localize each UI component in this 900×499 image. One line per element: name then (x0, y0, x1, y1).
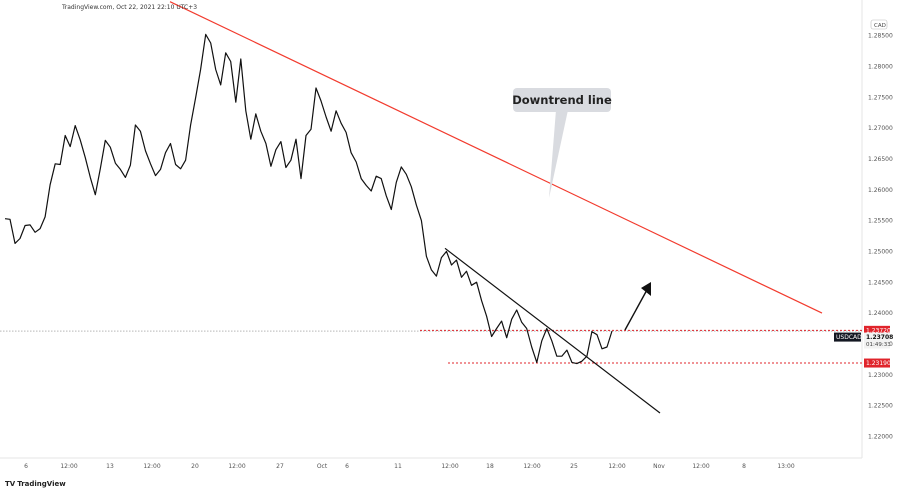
x-tick-label: 11 (394, 463, 402, 470)
y-tick-label: 1.26500 (868, 156, 893, 163)
x-tick-label: 25 (570, 463, 578, 470)
short-trendline (444, 247, 661, 414)
callout-box (513, 88, 611, 112)
downtrend-callout: Downtrend line (512, 88, 612, 198)
countdown-label: 01:49:33 (866, 342, 891, 348)
y-tick-label: 1.25000 (868, 248, 893, 255)
x-tick-label: Nov (653, 463, 665, 470)
x-axis[interactable]: 6 12:00 13 12:00 20 12:00 27 Oct 6 11 12:00 18 12:00… (0, 457, 862, 470)
x-tick-label: Oct (317, 463, 328, 470)
symbol-label: USDCAD (836, 334, 862, 341)
tradingview-logo-icon: TV (5, 480, 16, 488)
x-tick-label: 6 (345, 463, 349, 470)
annotations-layer: Downtrend line (512, 88, 651, 331)
tradingview-brand[interactable]: TV TradingView (5, 480, 66, 488)
low-price-label: 1.23190 (866, 360, 891, 367)
y-tick-label: 1.27500 (868, 94, 893, 101)
symbol-label-bg (834, 332, 861, 342)
x-tick-label: 8 (742, 463, 746, 470)
x-tick-label: 18 (486, 463, 494, 470)
x-tick-label: 12:00 (523, 463, 540, 470)
current-price-label: 1.23708 (866, 334, 893, 341)
y-tick-label: 1.24000 (868, 310, 893, 317)
downtrend-line (169, 1, 823, 314)
y-axis[interactable]: 1.28500 1.28000 1.27500 1.27000 1.26500 1.260… (861, 0, 893, 458)
y-tick-label: 1.22500 (868, 403, 893, 410)
y-tick-label: 1.26000 (868, 187, 893, 194)
trendlines-layer (169, 1, 823, 414)
series-layer (4, 33, 613, 365)
y-tick-label: 1.25500 (868, 218, 893, 225)
x-tick-label: 12:00 (228, 463, 245, 470)
high-price-label-bg (864, 325, 890, 335)
x-tick-label: 20 (191, 463, 199, 470)
y-tick-label: 1.23000 (868, 372, 893, 379)
y-tick-label: 1.22000 (868, 433, 893, 440)
y-tick-label: 1.28500 (868, 33, 893, 40)
currency-badge-label: CAD (874, 23, 886, 29)
x-tick-label: 6 (24, 463, 28, 470)
x-tick-label: 13:00 (777, 463, 794, 470)
callout-text: Downtrend line (512, 93, 612, 107)
x-tick-label: 12:00 (60, 463, 77, 470)
y-tick-label: 1.27000 (868, 125, 893, 132)
high-price-label: 1.23720 (866, 327, 891, 334)
x-tick-label: 13 (106, 463, 114, 470)
levels-layer (0, 329, 862, 364)
y-tick-label: 1.28000 (868, 63, 893, 70)
x-tick-label: 27 (276, 463, 284, 470)
low-price-label-bg (864, 358, 890, 368)
price-line (4, 33, 613, 365)
callout-pointer (549, 110, 568, 198)
arrow-head-icon (641, 282, 651, 296)
x-tick-label: 12:00 (608, 463, 625, 470)
upward-arrow (624, 282, 651, 331)
arrow-shaft (624, 287, 649, 331)
x-tick-label: 12:00 (143, 463, 160, 470)
chart-source-header: TradingView.com, Oct 22, 2021 22:10 UTC+… (62, 4, 198, 11)
brand-name: TradingView (17, 480, 66, 488)
currency-badge (870, 19, 888, 30)
current-price-label-bg (864, 332, 890, 349)
y-tick-label: 1.24500 (868, 279, 893, 286)
x-tick-label: 12:00 (441, 463, 458, 470)
x-tick-label: 12:00 (692, 463, 709, 470)
